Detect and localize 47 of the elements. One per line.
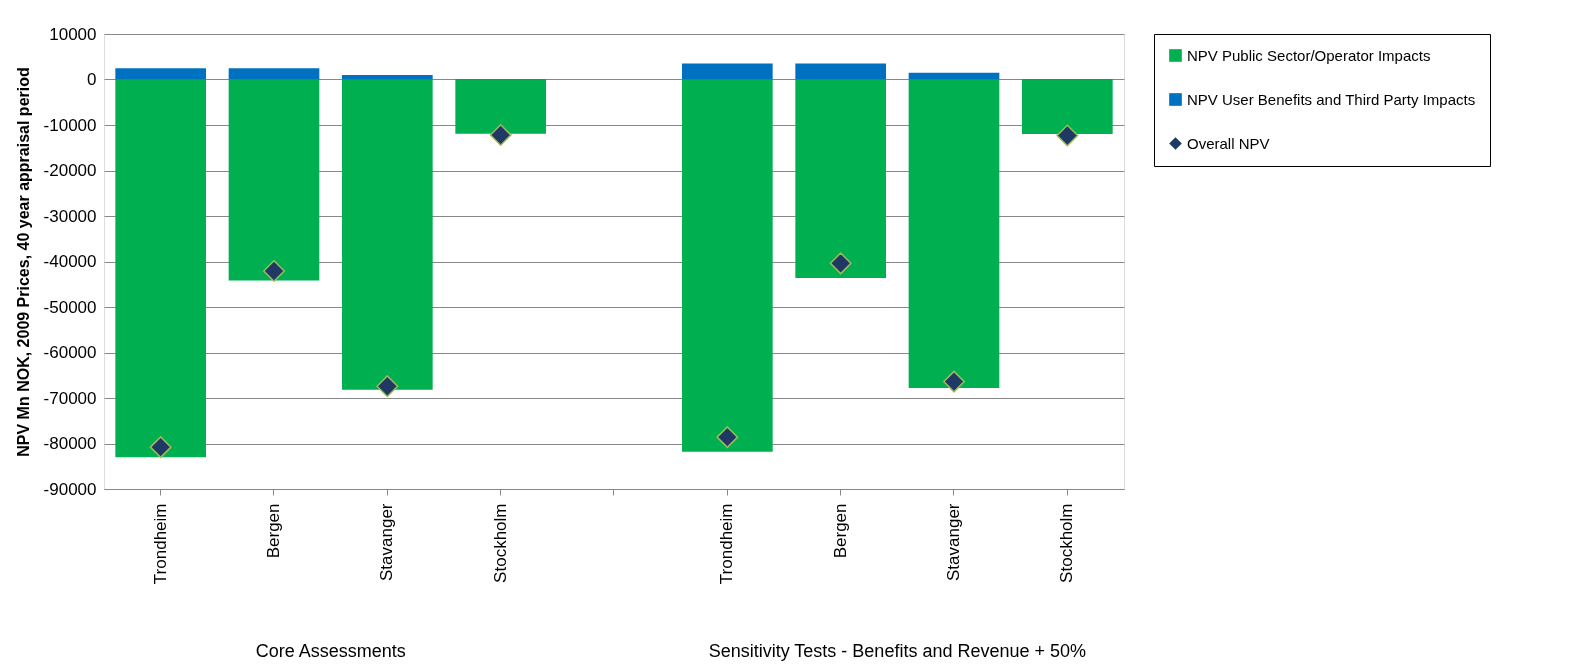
x-tick-label: Stockholm — [1057, 503, 1077, 583]
y-tick-label: -80000 — [43, 434, 97, 453]
y-tick-label: -20000 — [43, 161, 97, 180]
y-tick-label: -40000 — [43, 252, 97, 271]
text: Sensitivity Tests - Benefits and Revenue + 50% — [708, 641, 1087, 661]
x-tick-label: Stavanger — [944, 503, 963, 581]
point — [1056, 124, 1079, 147]
text: Core Assessments — [255, 641, 406, 661]
bar — [342, 79, 433, 390]
bar — [228, 68, 320, 80]
bar — [795, 79, 886, 278]
legend-label: Overall NPV — [1187, 134, 1270, 152]
bar — [795, 63, 886, 80]
y-tick-label: 10000 — [49, 24, 97, 44]
y-tick-label: -60000 — [43, 343, 97, 362]
point — [149, 436, 172, 459]
bar — [115, 79, 206, 458]
y-tick-label: -30000 — [43, 206, 97, 226]
y-tick-label: -70000 — [43, 388, 97, 408]
point — [829, 252, 852, 275]
point — [263, 260, 285, 283]
point — [943, 370, 965, 393]
bar — [1022, 79, 1113, 135]
bar — [228, 79, 320, 281]
x-tick-label: Trondheim — [150, 503, 170, 585]
point — [489, 124, 512, 147]
y-tick-label: -90000 — [43, 479, 97, 499]
x-tick-label: Bergen — [830, 503, 850, 559]
point — [716, 426, 739, 449]
y-axis-title: NPV Mn NOK, 2009 Prices, 40 year appraisal period — [14, 67, 32, 457]
bar — [455, 79, 546, 134]
x-tick-label: Bergen — [264, 503, 283, 559]
x-tick-label: Stockholm — [490, 503, 510, 583]
bar — [342, 74, 433, 80]
y-tick-label: -10000 — [43, 115, 97, 135]
bar — [682, 63, 773, 80]
bar — [908, 72, 1000, 80]
x-tick-label: Stavanger — [377, 503, 397, 581]
bar — [908, 79, 1000, 388]
bar — [682, 79, 773, 452]
y-tick-label: -50000 — [43, 297, 97, 317]
y-tick-label: 0 — [87, 70, 97, 89]
bar — [115, 68, 206, 80]
point — [376, 375, 399, 398]
x-tick-label: Trondheim — [717, 503, 737, 585]
legend-label: NPV Public Sector/Operator Impacts — [1187, 46, 1431, 64]
legend-label: NPV User Benefits and Third Party Impacts — [1187, 90, 1476, 108]
